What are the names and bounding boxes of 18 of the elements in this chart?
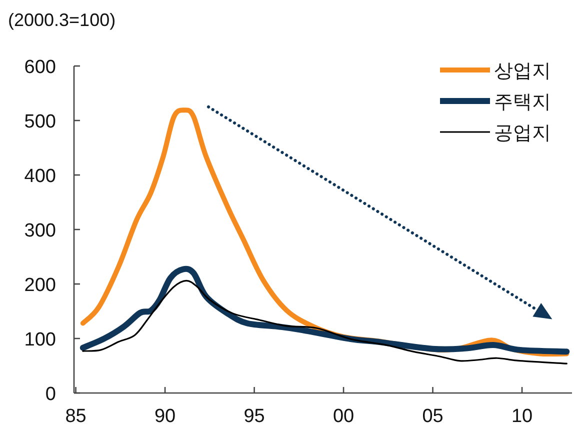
y-axis-title: (2000.3=100) — [8, 10, 116, 30]
legend-label: 주택지 — [494, 92, 551, 113]
y-tick-label: 100 — [24, 330, 56, 350]
x-tick-label: 85 — [65, 406, 86, 427]
y-tick-label: 0 — [45, 384, 56, 405]
y-tick-label: 300 — [24, 220, 56, 242]
x-tick-label: 90 — [154, 406, 176, 427]
y-tick-label: 500 — [24, 112, 56, 132]
y-tick-label: 400 — [24, 166, 56, 187]
x-tick-label: 00 — [332, 406, 354, 427]
x-tick-label: 05 — [422, 406, 444, 427]
x-tick-label: 10 — [511, 406, 533, 427]
line-series — [82, 280, 568, 364]
y-tick-label: 200 — [24, 275, 56, 296]
y-tick-label: 600 — [24, 57, 56, 78]
legend-label: 공업지 — [494, 123, 551, 144]
x-tick-label: 95 — [244, 406, 265, 427]
legend-label: 상업지 — [494, 61, 551, 82]
